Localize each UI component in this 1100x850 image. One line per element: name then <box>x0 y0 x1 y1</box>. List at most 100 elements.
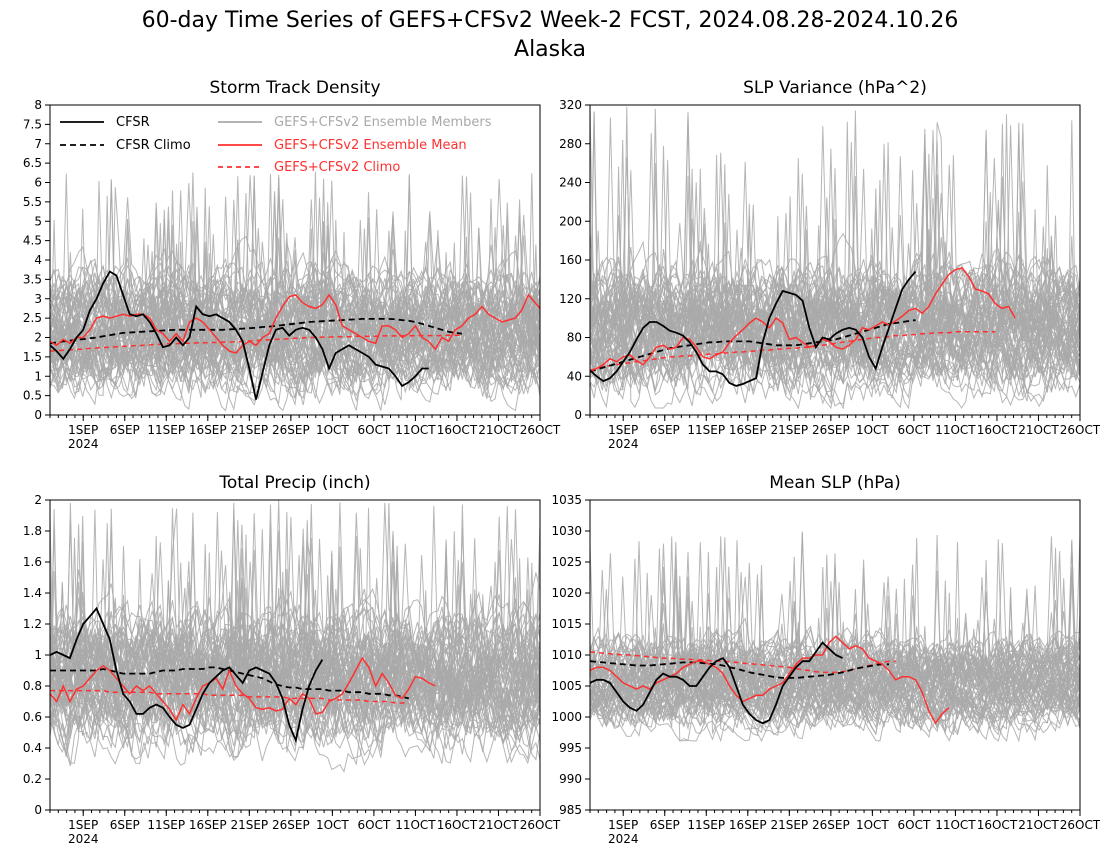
y-tick-label: 1 <box>34 648 42 662</box>
x-tick-label: 6OCT <box>897 423 930 437</box>
ensemble-member-line <box>50 543 540 686</box>
y-tick-label: 1.8 <box>23 524 42 538</box>
ensemble-member-line <box>50 180 540 382</box>
x-tick-label: 6SEP <box>110 423 140 437</box>
x-tick-label: 11OCT <box>395 818 436 832</box>
legend-cfsr-climo-label: CFSR Climo <box>116 138 191 153</box>
ensemble-member-line <box>50 309 540 386</box>
chart-panel-1: Storm Track Density 0 0.5 1 1.5 2 2.5 3 3.5 4 4.5 5… <box>23 78 561 451</box>
y-tick-label: 0 <box>574 408 582 422</box>
y-tick-label: 1000 <box>551 710 582 724</box>
ensemble-member-line <box>590 582 1080 696</box>
series-lines <box>50 270 540 400</box>
y-tick-label: 0 <box>34 408 42 422</box>
ensemble-member-line <box>590 630 1080 701</box>
x-tick-label: 16SEP <box>729 818 767 832</box>
y-tick-label: 80 <box>567 331 582 345</box>
x-tick-label: 16SEP <box>729 423 767 437</box>
series-lines <box>590 266 1016 387</box>
ensemble-member-line <box>590 589 1080 728</box>
ensemble-member-line <box>50 581 540 752</box>
y-tick-label: 1030 <box>551 524 582 538</box>
x-tick-label: 6SEP <box>110 818 140 832</box>
x-tick-label: 26OCT <box>1060 818 1100 832</box>
series-line-gefs-cfsv2-climo <box>50 334 462 352</box>
y-tick-label: 240 <box>559 176 582 190</box>
ensemble-member-line <box>50 530 540 733</box>
legend: CFSR CFSR Climo GEFS+CFSv2 Ensemble Member… <box>60 115 492 175</box>
y-tick-label: 40 <box>567 369 582 383</box>
y-tick-label: 1025 <box>551 555 582 569</box>
ensemble-member-line <box>590 221 1080 410</box>
x-tick-label: 26SEP <box>812 818 850 832</box>
x-tick-label: 16SEP <box>189 818 227 832</box>
series-line-gefs-cfsv2-climo <box>590 651 896 674</box>
ensemble-member-line <box>590 129 1080 388</box>
ensemble-member-line <box>590 168 1080 385</box>
ensemble-member-line <box>590 628 1080 743</box>
series-lines <box>50 606 436 744</box>
ensemble-member-line <box>50 597 540 746</box>
x-tick-label: 21SEP <box>230 818 268 832</box>
y-tick-label: 7.5 <box>23 117 42 131</box>
y-tick-label: 1010 <box>551 648 582 662</box>
y-tick-label: 985 <box>559 803 582 817</box>
y-tick-label: 1.5 <box>23 350 42 364</box>
x-tick-label: 21OCT <box>478 423 519 437</box>
ensemble-member-line <box>50 581 540 701</box>
ensemble-member-line <box>50 280 540 361</box>
y-tick-label: 8 <box>34 98 42 112</box>
x-tick-label: 16OCT <box>977 818 1018 832</box>
x-tick-label: 21OCT <box>1018 423 1059 437</box>
legend-members-label: GEFS+CFSv2 Ensemble Members <box>274 115 492 130</box>
legend-gefs-climo-label: GEFS+CFSv2 Climo <box>274 160 400 175</box>
x-tick-label: 1SEP <box>608 818 638 832</box>
x-tick-label: 6OCT <box>357 423 390 437</box>
figure-title: 60-day Time Series of GEFS+CFSv2 Week-2 … <box>142 8 959 33</box>
x-tick-label: 21SEP <box>770 818 808 832</box>
x-tick-label: 11SEP <box>687 818 725 832</box>
y-tick-label: 280 <box>559 137 582 151</box>
ensemble-member-line <box>590 120 1080 393</box>
x-tick-label: 26OCT <box>1060 423 1100 437</box>
x-tick-label: 26SEP <box>812 423 850 437</box>
legend-cfsr-label: CFSR <box>116 115 150 130</box>
y-tick-label: 0.2 <box>23 772 42 786</box>
chart-panel-4: Mean SLP (hPa) 985 990 995 1000 1005 1010 1015 1… <box>551 473 1100 846</box>
x-tick-label: 21OCT <box>1018 818 1059 832</box>
ensemble-member-line <box>590 125 1080 371</box>
ensemble-member-line <box>590 566 1080 742</box>
series-line-gefs-cfsv2-climo <box>50 689 409 704</box>
series-line-cfsr-climo <box>50 317 462 345</box>
ensemble-members <box>590 106 1080 410</box>
ensemble-member-line <box>50 310 540 395</box>
chart-panel-3: Total Precip (inch) 0 0.2 0.4 0.6 0.8 1 1.2 1.4 1… <box>23 473 561 846</box>
panel-title: Mean SLP (hPa) <box>769 473 901 493</box>
ensemble-member-line <box>50 571 540 766</box>
y-tick-label: 5.5 <box>23 195 42 209</box>
y-tick-label: 1005 <box>551 679 582 693</box>
chart-panel-2: SLP Variance (hPa^2) 0 40 80 120 160 200 240 280… <box>559 78 1100 451</box>
y-tick-label: 320 <box>559 98 582 112</box>
x-tick-label: 16OCT <box>437 818 478 832</box>
y-tick-label: 5 <box>34 214 42 228</box>
ensemble-members <box>590 531 1080 743</box>
x-tick-label: 11OCT <box>395 423 436 437</box>
y-tick-label: 1 <box>34 369 42 383</box>
ensemble-member-line <box>50 503 540 718</box>
panel-title: Total Precip (inch) <box>218 473 370 493</box>
x-tick-label: 16OCT <box>437 423 478 437</box>
x-tick-label: 11SEP <box>147 423 185 437</box>
x-year-label: 2024 <box>68 832 99 846</box>
y-tick-label: 0.8 <box>23 679 42 693</box>
x-tick-label: 1OCT <box>856 818 889 832</box>
x-tick-label: 21OCT <box>478 818 519 832</box>
ensemble-member-line <box>50 183 540 365</box>
ensemble-member-line <box>590 541 1080 695</box>
y-tick-label: 160 <box>559 253 582 267</box>
x-tick-label: 11SEP <box>687 423 725 437</box>
y-tick-label: 4.5 <box>23 234 42 248</box>
x-tick-label: 26OCT <box>520 818 561 832</box>
x-tick-label: 16OCT <box>977 423 1018 437</box>
